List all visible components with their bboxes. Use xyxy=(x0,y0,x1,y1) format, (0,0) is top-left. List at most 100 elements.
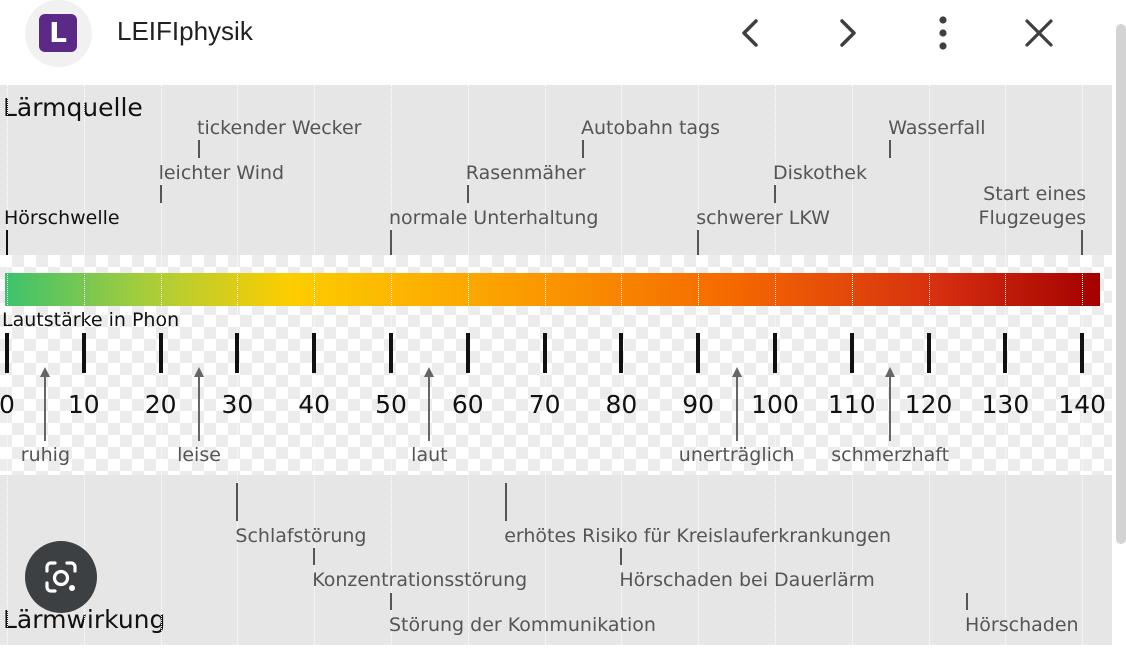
more-vert-icon xyxy=(939,16,947,50)
scale-tick-label: 130 xyxy=(981,390,1030,419)
category-arrow-line xyxy=(44,375,47,441)
effect-label: Hörschaden bei Dauerlärm xyxy=(619,569,875,591)
loudness-category: schmerzhaft xyxy=(831,444,950,466)
effect-label: erhötes Risiko für Kreislauferkrankungen xyxy=(504,525,891,547)
source-label: schwerer LKW xyxy=(696,206,830,230)
scale-tick-label: 10 xyxy=(67,390,100,419)
source-label: Diskothek xyxy=(773,161,867,185)
scale-tick xyxy=(1003,333,1008,373)
scale-tick-label: 40 xyxy=(298,390,331,419)
app-header: L LEIFIphysik xyxy=(0,0,1112,85)
category-arrow-head xyxy=(885,367,896,377)
source-label: tickender Wecker xyxy=(197,116,361,140)
effect-tick xyxy=(390,593,392,610)
source-tick xyxy=(159,185,162,203)
source-tick xyxy=(6,230,8,255)
effect-label: Hörschaden xyxy=(965,614,1079,636)
scale-tick xyxy=(158,333,163,373)
effect-label: Störung der Kommunikation xyxy=(389,614,656,636)
source-label-line: Hörschwelle xyxy=(4,207,120,229)
scale-tick xyxy=(81,333,86,373)
source-tick xyxy=(582,140,584,158)
scrollbar-thumb[interactable] xyxy=(1116,24,1126,544)
site-logo-wrap[interactable]: L xyxy=(25,0,92,67)
lens-search-button[interactable] xyxy=(25,541,97,613)
scale-tick-label: 100 xyxy=(751,390,799,419)
scale-tick xyxy=(5,333,9,373)
source-label-line: Flugzeuges xyxy=(978,207,1087,229)
source-label: Autobahn tags xyxy=(581,116,720,140)
site-logo: L xyxy=(39,14,77,52)
loudness-gradient-bar xyxy=(5,273,1100,306)
category-arrow-head xyxy=(194,367,204,377)
source-label: leichter Wind xyxy=(159,161,284,185)
scale-tick-label: 90 xyxy=(682,390,715,419)
scale-tick-label: 120 xyxy=(904,390,953,419)
source-label-line: Autobahn tags xyxy=(581,117,720,139)
scale-title: Lautstärke in Phon xyxy=(2,309,180,331)
source-label-line: normale Unterhaltung xyxy=(389,207,599,229)
category-arrow-line xyxy=(198,375,200,441)
source-label-line: Diskothek xyxy=(773,162,867,184)
source-band xyxy=(0,85,1112,255)
category-arrow-head xyxy=(40,367,51,377)
scale-tick-label: 80 xyxy=(605,390,638,419)
scale-tick-label: 20 xyxy=(144,390,177,419)
chevron-left-icon xyxy=(742,19,758,47)
source-section-title: Lärmquelle xyxy=(3,93,143,122)
effect-label: Konzentrationsstörung xyxy=(312,569,528,591)
noise-scale-figure: Lärmquelle Lärmwirkung Lautstärke in Pho… xyxy=(0,85,1112,645)
more-options-button[interactable] xyxy=(920,10,966,56)
google-lens-icon xyxy=(45,561,77,593)
effect-tick xyxy=(966,593,968,610)
source-label: Start eines Flugzeuges xyxy=(979,182,1087,230)
close-button[interactable] xyxy=(1016,10,1062,56)
scale-tick xyxy=(926,333,931,373)
source-tick xyxy=(1081,230,1084,255)
scale-tick xyxy=(542,333,547,373)
source-tick xyxy=(889,140,892,158)
scale-tick xyxy=(773,333,777,373)
scale-tick-label: 110 xyxy=(827,390,876,419)
forward-button[interactable] xyxy=(824,10,870,56)
source-tick xyxy=(697,230,700,255)
source-tick xyxy=(390,230,392,255)
close-icon xyxy=(1025,19,1053,47)
source-label-line: leichter Wind xyxy=(158,162,285,184)
scale-tick xyxy=(696,333,701,373)
source-label-line: schwerer LKW xyxy=(696,207,830,229)
back-button[interactable] xyxy=(728,10,774,56)
effect-tick xyxy=(313,548,316,565)
scale-tick-label: 60 xyxy=(451,390,484,419)
source-label-line: Wasserfall xyxy=(888,117,986,139)
source-tick xyxy=(198,140,200,158)
effect-label: Schlafstörung xyxy=(235,525,367,547)
scale-tick-label: 70 xyxy=(528,390,561,419)
scale-tick xyxy=(312,333,317,373)
source-label-line: tickender Wecker xyxy=(197,117,362,139)
source-tick xyxy=(466,185,469,203)
scale-tick xyxy=(1080,333,1085,373)
effect-tick xyxy=(620,548,623,565)
effect-tick xyxy=(505,483,508,521)
effect-tick xyxy=(236,483,239,521)
scale-tick-label: 0 xyxy=(0,390,15,419)
category-arrow-head xyxy=(731,367,742,377)
scale-tick xyxy=(849,333,854,373)
category-arrow-line xyxy=(889,375,892,441)
scale-tick xyxy=(619,333,624,373)
scale-tick-label: 140 xyxy=(1058,390,1107,419)
category-arrow-head xyxy=(424,367,435,377)
loudness-category: unerträglich xyxy=(678,444,795,466)
source-label: normale Unterhaltung xyxy=(389,206,598,230)
source-label-line: Start eines xyxy=(983,183,1087,205)
scale-tick xyxy=(389,333,393,373)
site-title: LEIFIphysik xyxy=(117,16,253,46)
scale-tick xyxy=(235,333,240,373)
effect-band xyxy=(0,475,1112,645)
source-label: Rasenmäher xyxy=(466,161,586,185)
category-arrow-line xyxy=(735,375,738,441)
category-arrow-line xyxy=(428,375,431,441)
chevron-right-icon xyxy=(840,19,856,47)
loudness-category: laut xyxy=(411,444,448,466)
